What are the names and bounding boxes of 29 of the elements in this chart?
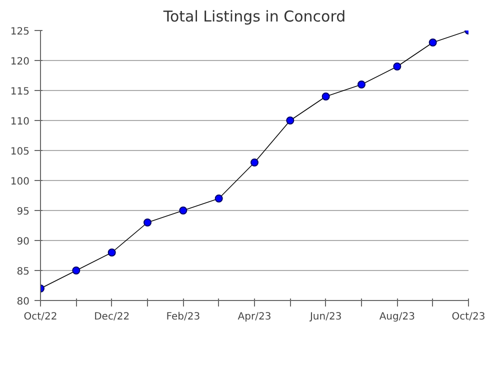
- y-tick-label: 125: [10, 26, 30, 38]
- x-tick-label: Apr/23: [238, 312, 272, 322]
- y-tick-label: 115: [10, 86, 30, 98]
- y-tick-label: 90: [16, 236, 30, 248]
- y-tick-label: 120: [10, 56, 30, 68]
- y-tick-label: 85: [16, 266, 30, 278]
- x-tick-label: Oct/23: [452, 312, 486, 322]
- point: [108, 248, 116, 256]
- x-tick-label: Oct/22: [24, 312, 58, 322]
- point: [393, 62, 402, 70]
- point: [214, 194, 223, 202]
- y-tick-label: 100: [10, 176, 30, 188]
- point: [250, 158, 258, 166]
- point: [179, 206, 188, 214]
- point: [144, 218, 152, 226]
- y-tick-label: 95: [16, 206, 30, 218]
- y-tick-label: 105: [10, 146, 30, 158]
- point: [72, 266, 80, 274]
- y-tick-label: 80: [16, 296, 30, 308]
- x-tick-label: Jun/23: [308, 312, 342, 322]
- x-tick-label: Feb/23: [166, 312, 200, 322]
- x-tick-label: Dec/22: [94, 312, 130, 322]
- point: [322, 92, 330, 100]
- y-tick-label: 110: [10, 116, 30, 128]
- point: [358, 80, 366, 88]
- point: [286, 116, 294, 124]
- chart-title: Total Listings in Concord: [162, 8, 346, 26]
- x-tick-label: Aug/23: [379, 312, 415, 322]
- point: [428, 38, 437, 46]
